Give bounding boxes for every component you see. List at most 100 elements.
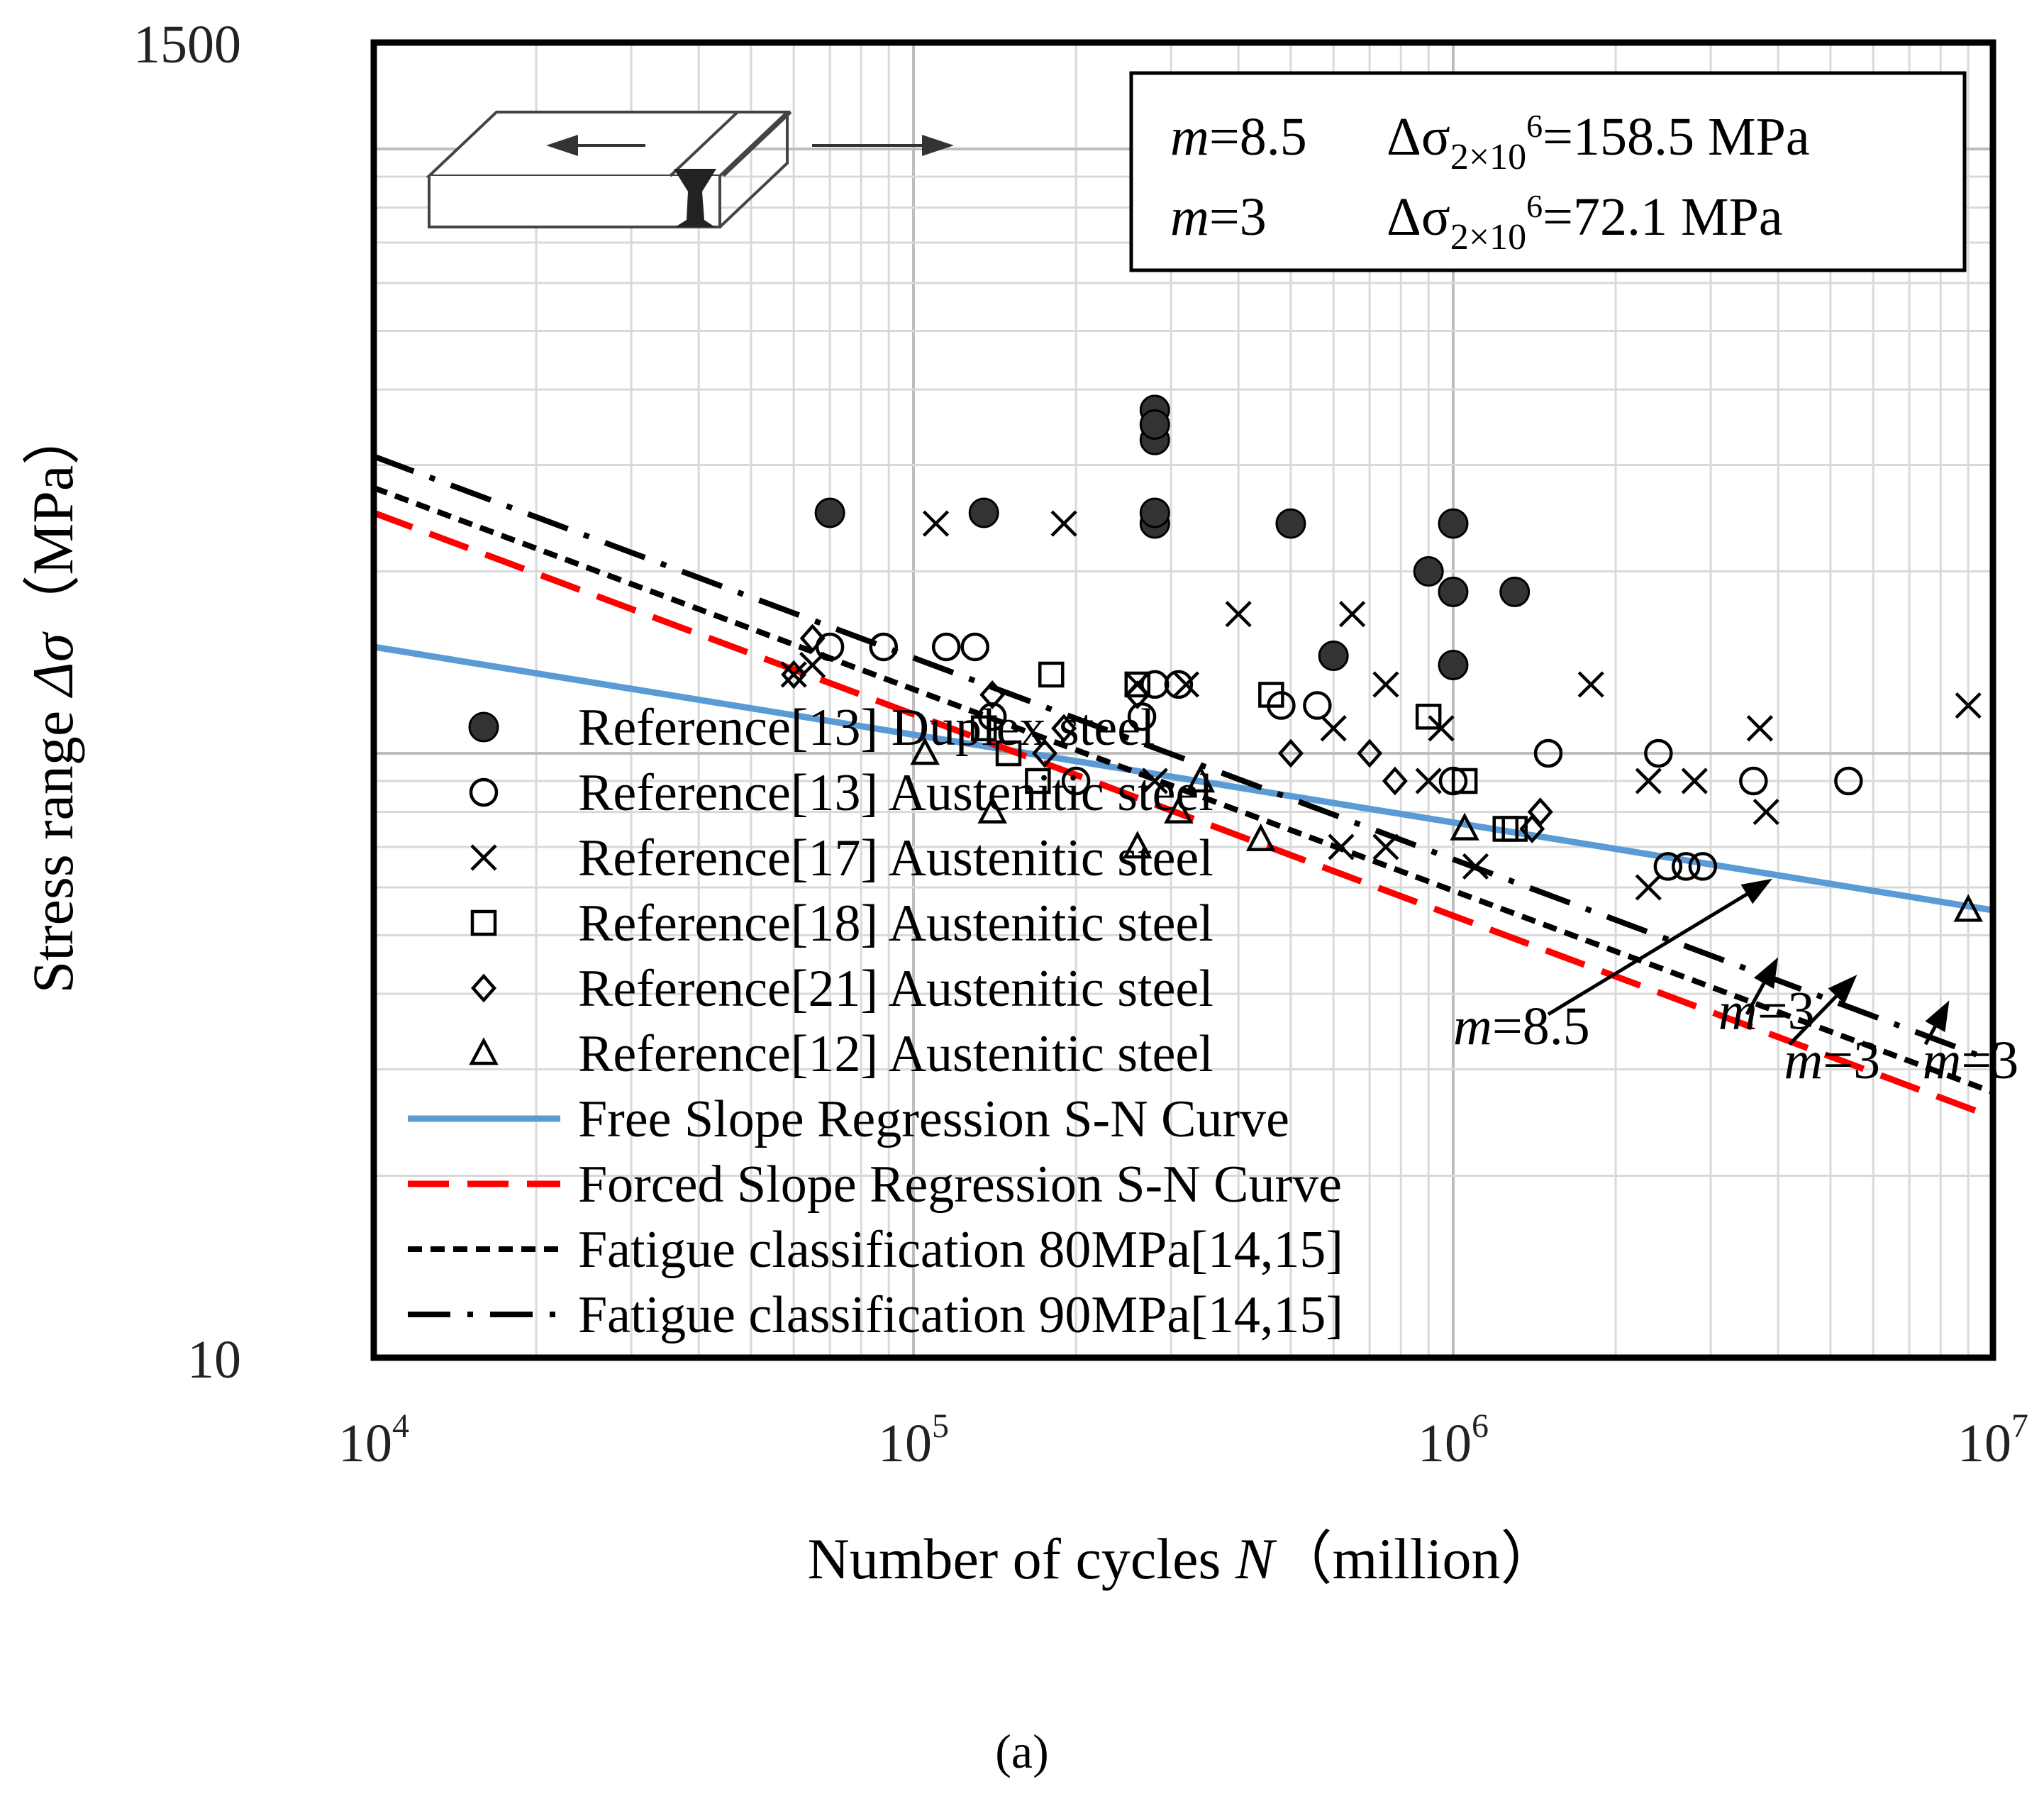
data-point-s3 [1372,833,1399,860]
legend-label: Reference[13] Duplex steel [578,699,1155,757]
legend-marker [470,973,497,1003]
data-point-s5 [979,680,1006,709]
x-tick-label: 106 [1418,1407,1489,1473]
data-point-s3 [1635,768,1662,794]
data-point-s2 [869,632,899,662]
data-point-s6 [1245,823,1276,851]
data-point-s6 [1953,894,1983,922]
x-axis-title: Number of cycles N（million） [807,1527,1558,1591]
legend-marker [470,844,497,871]
data-point-s1 [1413,556,1444,587]
data-point-s3 [1172,671,1200,698]
data-point-s2 [1140,670,1170,699]
data-point-s3 [1746,715,1773,742]
data-point-s1 [1318,641,1349,672]
data-points [780,394,1983,922]
data-point-s2 [1303,691,1332,720]
series-line-2 [372,509,1994,1121]
y-tick-label: 10 [187,1330,241,1390]
legend-label: Fatigue classification 80MPa[14,15] [578,1221,1343,1279]
data-point-s2 [1061,766,1091,796]
info-row-stress: Δσ2×106=158.5 MPa [1387,107,1810,177]
annotation-arrowhead [1753,957,1779,989]
specimen-diagram [425,111,1096,228]
data-point-s3 [1328,833,1355,860]
specimen-guide [720,176,1096,227]
data-point-s5 [1357,738,1383,768]
data-point-s3 [1577,671,1604,698]
data-point-s4 [1258,682,1284,708]
arrow-left-head [546,135,578,156]
data-point-s3 [1320,715,1347,742]
data-point-s2 [1653,852,1683,881]
data-point-s5 [799,624,826,653]
annotation-arrowhead [1925,1000,1950,1032]
x-tick-label: 104 [338,1407,409,1473]
data-point-s1 [1438,508,1469,539]
data-point-s2 [931,632,961,662]
info-box: m=8.5 Δσ2×106=158.5 MPa m=3 Δσ2×106=72.1 MP… [1129,71,1967,272]
arrow-right-head [922,135,954,156]
series-line-1 [373,643,1994,914]
legend: Reference[13] Duplex steel Reference[13] … [408,699,1343,1344]
data-point-s2 [1533,738,1563,768]
data-point-s3 [1415,768,1442,794]
legend-marker [470,909,497,936]
weld-line-left [669,111,739,177]
data-point-s4 [970,715,997,741]
annotation-arrow [1547,892,1748,1016]
data-point-s6 [977,795,1007,824]
weld-bead [674,169,716,227]
data-point-s1 [1499,576,1531,607]
data-point-s4 [1451,768,1478,794]
legend-label: Free Slope Regression S-N Curve [578,1090,1289,1148]
specimen-unused [720,176,1096,227]
data-point-s4 [1415,704,1442,730]
data-point-s3 [1681,768,1708,794]
regression-lines [372,453,1994,1121]
annotation-arrow [1788,995,1838,1046]
annotation-label: m=3 [1784,1031,1880,1090]
data-point-s2 [1672,852,1701,881]
data-point-s3 [1141,768,1168,794]
annotation-arrow [1923,1026,1937,1046]
figure-caption: (a) [995,1724,1049,1778]
legend-marker [469,777,499,807]
legend-label: Reference[12] Austenitic steel [578,1025,1213,1083]
series-line-4 [372,453,1994,1064]
annotations: m=8.5 m=3m=3 m=3 [1453,878,2018,1090]
legend-marker [468,711,499,743]
data-point-s2 [1164,670,1194,699]
info-row-m: m=8.5 [1170,107,1307,167]
data-point-s5 [1382,766,1408,796]
data-point-s5 [1277,738,1304,768]
data-point-s6 [1185,765,1216,793]
data-point-s2 [1834,766,1863,796]
data-point-s6 [1164,795,1194,824]
data-point-s3 [780,661,807,688]
data-point-s5 [1527,797,1553,826]
legend-label: Reference[21] Austenitic steel [578,960,1213,1018]
y-tick-label: 1500 [133,15,241,74]
data-point-s1 [968,497,999,528]
specimen-front-face [428,176,721,228]
data-point-s5 [1124,680,1150,709]
data-point-s3 [1372,671,1399,698]
data-point-s4 [995,740,1022,767]
x-tick-label: 105 [878,1407,949,1473]
data-point-s4 [1025,768,1051,794]
legend-marker [469,1037,499,1065]
data-point-s1 [1275,508,1306,539]
data-point-s3 [1225,601,1252,628]
data-point-s3 [922,510,950,537]
data-point-s5 [781,660,807,689]
data-point-s6 [1450,812,1479,841]
annotation-arrowhead [1740,878,1772,904]
axis-ticks: 104 105 106 107 10 1500 [133,15,2028,1473]
data-point-s3 [1955,692,1982,719]
legend-label: Forced Slope Regression S-N Curve [578,1156,1342,1214]
data-point-s3 [1339,601,1366,628]
info-box-frame [1129,71,1967,272]
data-point-s3 [1462,853,1489,880]
data-point-s3 [1753,798,1779,826]
